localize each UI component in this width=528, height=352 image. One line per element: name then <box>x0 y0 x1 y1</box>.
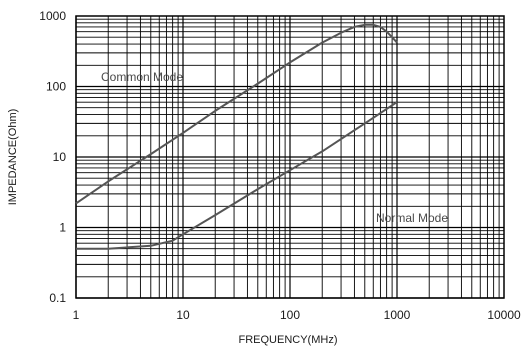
series-line-normal-mode <box>76 101 398 250</box>
y-tick-label: 1000 <box>39 9 66 23</box>
x-axis-title: FREQUENCY(MHz) <box>239 334 338 346</box>
series-label-normal-mode: Normal Mode <box>376 211 448 225</box>
plot-series <box>75 23 398 250</box>
series-annotations: Common Mode Normal Mode <box>101 70 448 225</box>
x-tick-label: 10 <box>176 308 190 322</box>
x-tick-label: 1000 <box>384 308 411 322</box>
tick-labels: 1 10 100 1000 10000 0.1 1 10 100 1000 <box>39 9 521 322</box>
y-tick-label: 0.1 <box>49 291 66 305</box>
x-tick-label: 100 <box>280 308 300 322</box>
series-line-common-mode <box>75 23 398 205</box>
series-label-common-mode: Common Mode <box>101 70 183 84</box>
y-tick-label: 100 <box>46 80 66 94</box>
plot-grid <box>75 15 505 299</box>
y-tick-label: 10 <box>53 150 67 164</box>
x-tick-label: 1 <box>73 308 80 322</box>
plot-frame <box>75 15 505 299</box>
y-axis-title: IMPEDANCE(Ohm) <box>7 109 19 206</box>
y-tick-label: 1 <box>59 221 66 235</box>
x-tick-label: 10000 <box>487 308 521 322</box>
